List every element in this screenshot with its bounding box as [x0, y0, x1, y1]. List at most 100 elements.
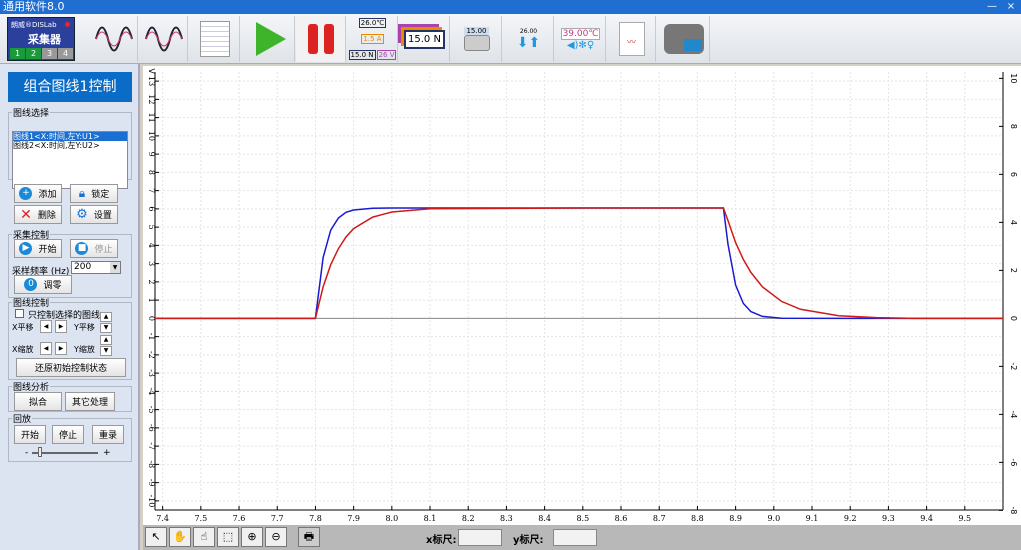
camera-icon[interactable]: 15.00 — [452, 16, 502, 62]
large-meter-icon[interactable]: 15.0 N — [400, 16, 450, 62]
x-tick-label: 9.5 — [958, 514, 971, 523]
group-label: 图线选择 — [13, 109, 50, 119]
plus-icon: + — [19, 187, 33, 200]
playback-slider[interactable] — [32, 447, 98, 457]
x-tick-label: 8.3 — [500, 514, 513, 523]
close-button[interactable]: × — [1006, 1, 1016, 12]
y-pan-up-button[interactable]: ▲ — [100, 312, 112, 322]
x-zoom-label: X缩放 — [12, 345, 34, 354]
curve-list[interactable]: 图线1<X:时间,左Y:U1> 图线2<X:时间,左Y:U2> — [12, 131, 128, 189]
meter-text: 26 V — [376, 49, 397, 60]
transfer-value: 26.00 — [519, 27, 538, 35]
device-button[interactable]: 朗威®DISLab 采集器 1 2 3 4 — [7, 17, 75, 61]
minimize-button[interactable]: — — [987, 1, 997, 12]
y-tick-label: 4 — [147, 243, 156, 248]
x-pan-right-button[interactable]: ▶ — [55, 320, 67, 333]
meter-text: 1.5 A — [361, 33, 384, 44]
pointer-tool-icon[interactable]: ↖ — [145, 527, 167, 547]
channel-2[interactable]: 2 — [26, 48, 41, 59]
x-zoom-out-button[interactable]: ▶ — [55, 342, 67, 355]
x-ruler-input[interactable] — [458, 529, 502, 546]
right-y-tick-label: 8 — [1009, 124, 1018, 129]
right-y-tick-label: 2 — [1009, 268, 1018, 273]
zero-button[interactable]: 0 调零 — [14, 275, 72, 294]
only-selected-checkbox[interactable] — [15, 309, 24, 318]
box-zoom-tool-icon[interactable]: ⬚ — [217, 527, 239, 547]
delete-button[interactable]: ✕ 删除 — [14, 205, 62, 224]
zoom-out-icon[interactable]: ⊖ — [265, 527, 287, 547]
play-icon: ▶ — [19, 242, 33, 255]
y-tick-label: 1 — [147, 298, 156, 303]
window-title: 通用软件8.0 — [3, 0, 65, 13]
dual-waveform-icon[interactable] — [140, 16, 188, 62]
hand-tool-icon[interactable]: ✋ — [169, 527, 191, 547]
playback-stop-button[interactable]: 停止 — [52, 425, 84, 444]
report-icon[interactable]: 〰 — [608, 16, 656, 62]
y-tick-label: 7 — [147, 188, 156, 193]
title-bar: 通用软件8.0 — × — [0, 0, 1021, 14]
curve-control-group: 图线控制 — [8, 296, 132, 380]
toolbar: 朗威®DISLab 采集器 1 2 3 4 26.0℃ 1.5 A 15.0 N 26… — [0, 14, 1021, 64]
x-tick-label: 8.0 — [385, 514, 398, 523]
drag-tool-icon[interactable]: ☝ — [193, 527, 215, 547]
sample-rate-select[interactable]: 200 ▼ — [71, 261, 121, 274]
y-tick-label: -9 — [147, 479, 156, 487]
list-item[interactable]: 图线1<X:时间,左Y:U1> — [13, 132, 127, 141]
group-label: 图线分析 — [13, 383, 50, 393]
x-pan-left-button[interactable]: ◀ — [40, 320, 52, 333]
list-item[interactable]: 图线2<X:时间,左Y:U2> — [13, 141, 100, 150]
other-processing-button[interactable]: 其它处理 — [65, 392, 115, 411]
pause-icon[interactable] — [296, 16, 346, 62]
group-label: 图线控制 — [13, 299, 50, 309]
zoom-in-icon[interactable]: ⊕ — [241, 527, 263, 547]
waveform-icon[interactable] — [90, 16, 138, 62]
x-pan-label: X平移 — [12, 323, 34, 332]
video-camera-icon[interactable] — [658, 16, 710, 62]
rerecord-button[interactable]: 重录 — [92, 425, 124, 444]
y-zoom-up-button[interactable]: ▲ — [100, 335, 112, 345]
lock-icon: 🔒︎ — [78, 186, 86, 200]
slider-thumb[interactable] — [38, 447, 43, 457]
x-tick-label: 7.4 — [156, 514, 169, 523]
y-tick-label: 0 — [147, 316, 156, 321]
add-button[interactable]: + 添加 — [14, 184, 62, 203]
label: 锁定 — [91, 190, 110, 200]
sensor-value: 39.00℃ — [560, 27, 601, 40]
camera-value: 15.00 — [464, 27, 489, 35]
y-pan-down-button[interactable]: ▼ — [100, 323, 112, 333]
channel-4[interactable]: 4 — [58, 48, 73, 59]
y-ruler-input[interactable] — [553, 529, 597, 546]
x-tick-label: 7.6 — [233, 514, 246, 523]
lock-button[interactable]: 🔒︎ 锁定 — [70, 184, 118, 203]
right-y-tick-label: 4 — [1009, 220, 1018, 225]
label: 添加 — [38, 190, 57, 200]
y-zoom-down-button[interactable]: ▼ — [100, 346, 112, 356]
x-tick-label: 7.5 — [194, 514, 207, 523]
meter-display-icon[interactable]: 26.0℃ 1.5 A 15.0 N 26 V — [348, 16, 398, 62]
chart-area[interactable]: 7.4 7.5 7.6 7.7 7.8 7.9 8.0 8.1 8.2 8.3 8.4 8.5 8.6 8… — [143, 66, 1021, 525]
play-icon[interactable] — [245, 16, 295, 62]
label: 调零 — [43, 281, 62, 291]
fit-button[interactable]: 拟合 — [14, 392, 62, 411]
stop-icon: ■ — [75, 242, 89, 255]
settings-button[interactable]: ⚙ 设置 — [70, 205, 118, 224]
panel-title: 组合图线1控制 — [8, 72, 132, 102]
print-icon[interactable]: 🖶︎ — [298, 527, 320, 547]
sensor-readout-icon[interactable]: 39.00℃ ◀)✻♀ — [556, 16, 606, 62]
stop-acquire-button[interactable]: ■ 停止 — [70, 239, 118, 258]
y-tick-label: -8 — [147, 460, 156, 468]
y-tick-label: 9 — [147, 152, 156, 157]
reset-control-button[interactable]: 还原初始控制状态 — [16, 358, 126, 377]
channel-3[interactable]: 3 — [42, 48, 57, 59]
start-acquire-button[interactable]: ▶ 开始 — [14, 239, 62, 258]
x-tick-label: 9.0 — [767, 514, 780, 523]
playback-start-button[interactable]: 开始 — [14, 425, 46, 444]
label: 设置 — [93, 211, 112, 221]
x-zoom-in-button[interactable]: ◀ — [40, 342, 52, 355]
transfer-icon[interactable]: 26.00 ⬇⬆ — [504, 16, 554, 62]
y-unit-label: V — [147, 68, 156, 74]
table-icon[interactable] — [190, 16, 240, 62]
channel-1[interactable]: 1 — [10, 48, 25, 59]
value: 200 — [74, 262, 92, 272]
meter-text: 26.0℃ — [358, 18, 387, 29]
